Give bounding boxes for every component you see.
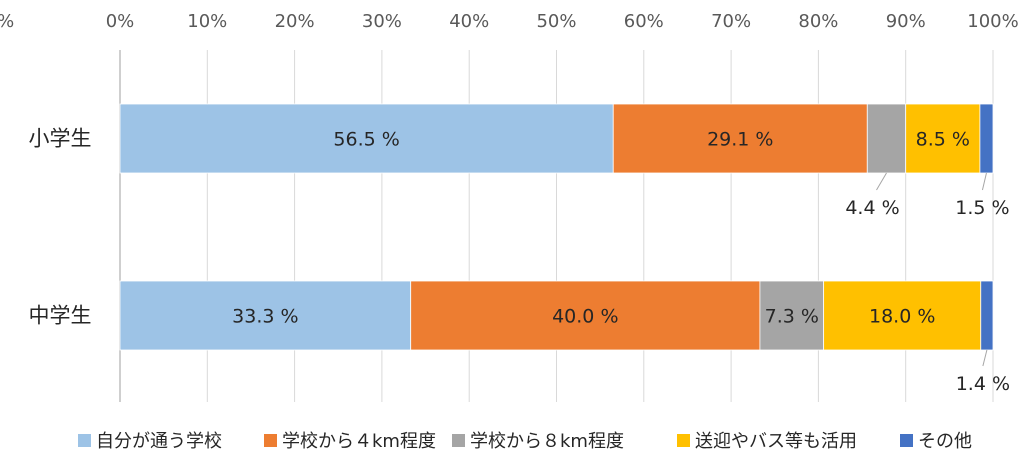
- data-labels: 56.5 % 29.1 % 4.4 % 8.5 % 1.5 % 33.3 % 40.0 % 7…: [232, 129, 1010, 396]
- data-label: 7.3 %: [765, 306, 819, 328]
- legend-label: 自分が通う学校: [96, 431, 222, 452]
- x-tick-label-clipped: 0%: [0, 11, 14, 32]
- x-tick-label: 10%: [187, 11, 227, 32]
- bar-segment: [410, 280, 761, 351]
- x-tick-label: 100%: [967, 11, 1018, 32]
- leader-line: [981, 172, 987, 191]
- legend: 自分が通う学校 学校から４km程度 学校から８km程度 送迎やバス等も活用 その他: [78, 431, 972, 452]
- x-tick-label: 80%: [798, 11, 838, 32]
- bar-segment: [759, 280, 825, 351]
- bar-segment: [612, 103, 868, 174]
- x-tick-label: 60%: [624, 11, 664, 32]
- x-axis-ticks: 0% 10% 20% 30% 40% 50% 60% 70% 80% 90% 100% 0%: [0, 11, 1019, 32]
- data-label: 29.1 %: [707, 129, 773, 151]
- legend-label: 送迎やバス等も活用: [695, 431, 857, 452]
- legend-swatch: [452, 434, 465, 447]
- bar-segment: [980, 280, 994, 351]
- data-label: 8.5 %: [916, 129, 970, 151]
- bar-segment: [979, 103, 994, 174]
- legend-swatch: [78, 434, 91, 447]
- data-label: 18.0 %: [869, 306, 935, 328]
- x-tick-label: 50%: [536, 11, 576, 32]
- bar-segment: [905, 103, 981, 174]
- x-tick-label: 40%: [449, 11, 489, 32]
- bar-segment: [823, 280, 982, 351]
- data-label: 1.4 %: [956, 373, 1010, 395]
- category-label: 中学生: [29, 304, 92, 328]
- category-label: 小学生: [29, 127, 92, 151]
- leader-line: [876, 172, 887, 191]
- legend-swatch: [900, 434, 913, 447]
- legend-label: その他: [918, 431, 972, 452]
- legend-label: 学校から４km程度: [282, 431, 436, 452]
- legend-swatch: [677, 434, 690, 447]
- legend-label: 学校から８km程度: [470, 431, 624, 452]
- data-label: 4.4 %: [845, 197, 899, 219]
- bar-segment: [119, 280, 412, 351]
- data-label: 56.5 %: [333, 129, 399, 151]
- x-tick-label: 90%: [886, 11, 926, 32]
- x-tick-label: 30%: [362, 11, 402, 32]
- data-label: 1.5 %: [955, 197, 1009, 219]
- bars: [119, 103, 994, 351]
- data-label: 33.3 %: [232, 306, 298, 328]
- legend-swatch: [264, 434, 277, 447]
- x-tick-label: 0%: [106, 11, 135, 32]
- x-tick-label: 70%: [711, 11, 751, 32]
- x-tick-label: 20%: [275, 11, 315, 32]
- bar-segment: [866, 103, 907, 174]
- bar-segment: [119, 103, 614, 174]
- data-label: 40.0 %: [552, 306, 618, 328]
- leader-line: [982, 349, 988, 367]
